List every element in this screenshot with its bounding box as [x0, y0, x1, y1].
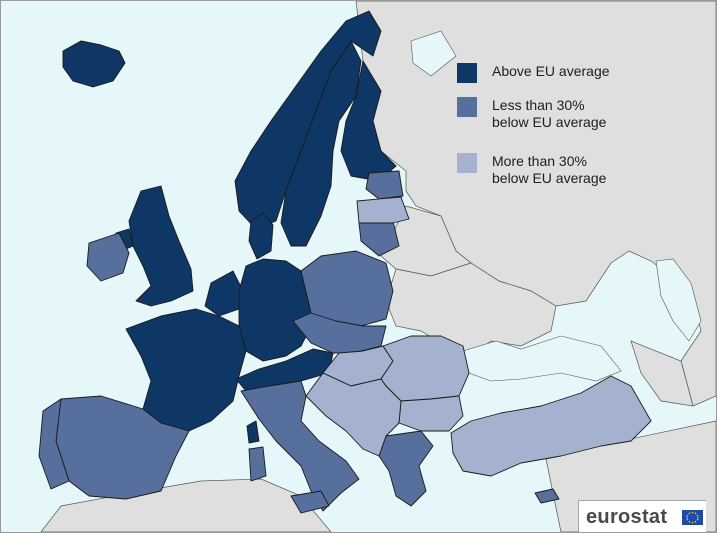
sicily: [290, 490, 330, 514]
norway: [234, 10, 382, 230]
ireland: [86, 232, 130, 282]
corsica: [246, 420, 260, 444]
black-sea: [462, 335, 622, 382]
denmark: [248, 212, 274, 260]
iceland: [62, 40, 126, 88]
legend-label-less30: Less than 30% below EU average: [492, 97, 607, 130]
legend-item-less30: Less than 30% below EU average: [457, 93, 657, 149]
legend-swatch-less30: [457, 97, 477, 117]
sweden: [280, 40, 362, 247]
latvia: [356, 196, 410, 224]
ukraine: [385, 262, 557, 357]
legend-label-above: Above EU average: [492, 63, 610, 79]
north-africa: [40, 478, 332, 532]
caucasus: [630, 340, 694, 407]
italy: [240, 380, 360, 512]
legend-item-above: Above EU average: [457, 59, 657, 93]
caspian-sea: [655, 258, 702, 342]
sardinia: [248, 446, 267, 482]
legend-swatch-above: [457, 63, 477, 83]
finland: [340, 60, 397, 182]
france: [125, 308, 247, 432]
legend-item-more30: More than 30% below EU average: [457, 149, 657, 205]
united-kingdom: [128, 185, 194, 307]
cyprus: [534, 488, 560, 504]
eurostat-logo: eurostat: [578, 500, 706, 532]
legend-label-more30: More than 30% below EU average: [492, 153, 607, 186]
turkey: [450, 375, 652, 477]
romania: [380, 335, 470, 402]
poland: [300, 250, 394, 327]
map-legend: Above EU average Less than 30% below EU …: [457, 59, 657, 205]
legend-swatch-more30: [457, 153, 477, 173]
western-balkans: [305, 372, 402, 457]
portugal: [38, 398, 70, 490]
czech-slovakia: [292, 312, 387, 354]
logo-text: eurostat: [586, 506, 668, 528]
greece: [378, 430, 434, 507]
white-sea: [410, 30, 457, 77]
bulgaria: [398, 395, 464, 432]
eu-flag-icon: [682, 510, 703, 525]
